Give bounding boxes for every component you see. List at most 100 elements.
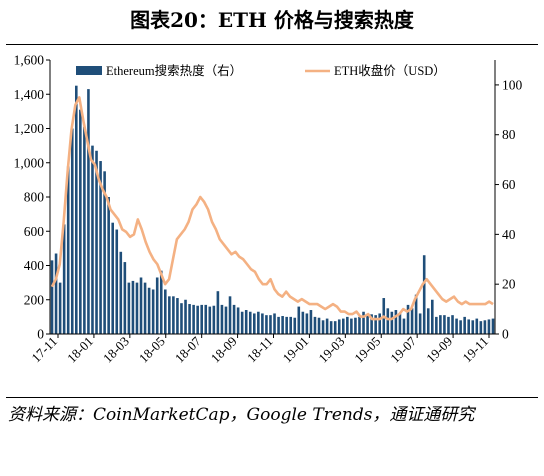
bar-78 — [366, 314, 369, 334]
bar-102 — [463, 316, 466, 335]
bar-9 — [87, 89, 90, 334]
bar-57 — [281, 316, 284, 334]
bar-46 — [236, 307, 240, 334]
bar-10 — [91, 145, 94, 335]
bar-29 — [168, 296, 171, 334]
bar-96 — [439, 315, 442, 334]
bar-88 — [406, 304, 410, 334]
bar-31 — [176, 298, 179, 334]
bar-23 — [143, 282, 147, 335]
bar-18 — [123, 262, 127, 334]
bar-79 — [370, 314, 373, 334]
legend-bar-label: Ethereum搜索热度（右） — [106, 63, 242, 78]
x-tick-label-11: 19-09 — [423, 334, 455, 366]
bar-71 — [337, 319, 341, 334]
bar-76 — [358, 316, 361, 335]
bar-40 — [212, 305, 216, 334]
bar-2 — [58, 282, 62, 335]
bar-58 — [285, 316, 288, 335]
bar-34 — [188, 304, 191, 334]
bar-22 — [139, 277, 143, 334]
bar-7 — [79, 109, 82, 334]
x-tick-label-0: 17-11 — [28, 334, 60, 366]
bar-101 — [459, 320, 462, 334]
bar-105 — [475, 318, 479, 334]
x-tick-label-8: 19-03 — [315, 334, 347, 366]
bar-21 — [135, 282, 139, 335]
bar-series — [50, 85, 495, 335]
bar-1 — [54, 253, 58, 334]
bar-94 — [431, 299, 434, 334]
x-tick-label-1: 18-01 — [64, 334, 96, 366]
bar-51 — [257, 311, 260, 334]
bar-80 — [374, 315, 377, 334]
y-right-tick-label-5: 100 — [502, 77, 523, 92]
bar-43 — [224, 306, 228, 334]
bar-19 — [127, 282, 131, 335]
bottom-divider — [6, 397, 538, 398]
bar-4 — [66, 166, 70, 334]
bar-93 — [426, 308, 430, 334]
y-left-tick-label-2: 400 — [24, 258, 45, 273]
bar-92 — [422, 255, 426, 334]
bar-69 — [329, 321, 333, 334]
bar-107 — [483, 320, 487, 334]
y-left-tick-label-4: 800 — [24, 190, 45, 205]
bar-48 — [244, 310, 248, 334]
bar-68 — [325, 318, 329, 334]
bar-87 — [402, 318, 406, 334]
bar-12 — [99, 161, 102, 334]
bar-81 — [378, 313, 381, 334]
bar-60 — [293, 317, 297, 334]
bar-108 — [487, 319, 491, 334]
bar-20 — [131, 280, 135, 334]
bar-49 — [248, 311, 252, 334]
y-right-tick-label-4: 80 — [502, 127, 516, 142]
x-tick-label-7: 19-01 — [279, 334, 311, 366]
y-left-tick-label-3: 600 — [24, 224, 45, 239]
bar-15 — [111, 222, 114, 334]
bar-37 — [200, 304, 203, 334]
bar-39 — [208, 306, 212, 334]
bar-16 — [115, 229, 119, 334]
bar-52 — [261, 313, 264, 334]
y-left-tick-label-7: 1,400 — [14, 87, 45, 102]
x-tick-label-10: 19-07 — [387, 333, 419, 365]
bar-45 — [232, 304, 236, 334]
bar-90 — [414, 294, 418, 334]
top-divider — [6, 44, 538, 45]
legend: Ethereum搜索热度（右） ETH收盘价（USD） — [76, 63, 446, 78]
bar-98 — [447, 316, 450, 335]
bar-91 — [418, 313, 422, 334]
bar-63 — [305, 313, 309, 334]
x-tick-label-2: 18-03 — [100, 334, 132, 366]
x-tick-label-3: 18-05 — [136, 334, 168, 366]
bar-83 — [386, 308, 390, 334]
bar-99 — [451, 315, 454, 334]
bar-109 — [491, 318, 495, 334]
bar-28 — [164, 289, 167, 334]
bar-103 — [467, 319, 470, 334]
x-tick-label-4: 18-07 — [172, 333, 204, 365]
y-left-tick-label-5: 1,000 — [14, 155, 45, 170]
bar-0 — [50, 260, 54, 334]
bar-33 — [184, 299, 187, 334]
bar-3 — [62, 224, 66, 334]
x-tick-label-9: 19-05 — [351, 334, 383, 366]
legend-bar-swatch — [76, 66, 102, 75]
bar-5 — [70, 128, 74, 334]
bar-77 — [362, 311, 365, 334]
bar-89 — [410, 308, 414, 334]
bar-67 — [321, 320, 325, 334]
bar-35 — [192, 304, 195, 334]
bar-62 — [301, 311, 305, 334]
y-left-tick-label-8: 1,600 — [14, 53, 45, 68]
bar-73 — [346, 316, 349, 335]
bar-56 — [277, 316, 280, 335]
bar-24 — [147, 287, 151, 334]
x-tick-label-12: 19-11 — [459, 334, 491, 366]
bar-106 — [479, 321, 483, 334]
bar-14 — [107, 197, 110, 334]
bar-11 — [95, 150, 98, 334]
bar-44 — [228, 296, 232, 334]
